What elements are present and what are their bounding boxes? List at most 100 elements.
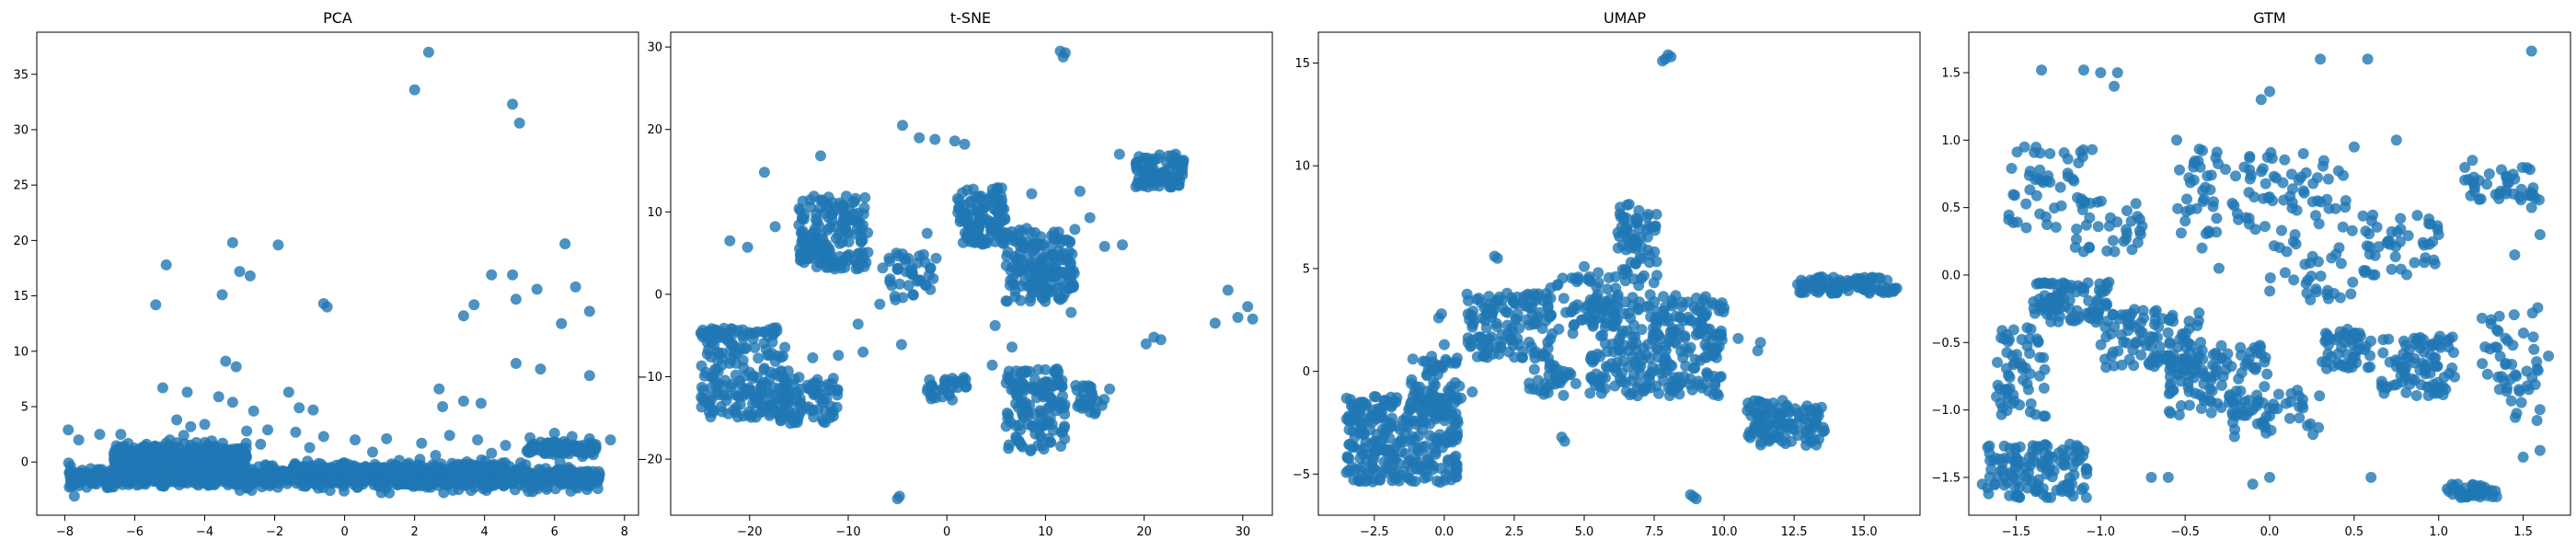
tsne-point [1054,293,1066,305]
gtm-point [2164,357,2175,368]
umap-point [1429,390,1441,402]
tsne-point [712,354,724,366]
tsne-point [1025,445,1037,457]
umap-point [1406,377,1417,389]
pca-point [226,236,238,248]
pca-point [367,446,378,458]
tsne-point [917,248,929,260]
umap-point [1777,435,1788,447]
pca-point [317,431,329,443]
pca-y-tick-label: 35 [13,68,29,82]
tsne-point [1008,235,1020,247]
pca-point [475,397,487,409]
pca-point [437,401,449,412]
pca-point [115,429,127,441]
tsne-point [1065,306,1077,318]
pca-point [207,447,219,459]
tsne-point [822,191,834,203]
gtm-point [2261,368,2273,380]
umap-point [1664,331,1676,343]
pca-point [247,467,258,479]
gtm-point [2021,322,2033,334]
gtm-point [2204,184,2216,196]
pca-point [236,445,248,457]
umap-point [1630,217,1642,229]
gtm-point [2243,187,2255,199]
tsne-point [738,329,750,341]
gtm-point [2026,475,2038,487]
pca-point [264,472,276,484]
pca-point [486,477,498,489]
tsne-point [836,236,848,248]
gtm-point [1982,442,1994,454]
umap-point [1636,272,1648,284]
umap-point [1600,372,1611,384]
gtm-point [2038,382,2050,394]
umap-point [1581,300,1593,312]
pca-x-tick-label: −4 [196,525,213,539]
tsne-point [794,393,806,405]
tsne-point [862,247,874,259]
pca-point [178,430,190,442]
gtm-point [2028,451,2039,463]
tsne-point [891,493,903,505]
pca-point [583,305,595,317]
pca-point [233,462,245,474]
pca-point [171,414,183,426]
gtm-point [2108,360,2120,372]
pca-point [510,293,522,305]
umap-point [1811,439,1823,451]
umap-point [1343,439,1355,451]
pca-y-tick-label: 5 [21,400,29,414]
umap-point [1658,309,1669,321]
umap-point [1403,472,1415,484]
umap-point [1612,242,1624,254]
umap-point [1494,336,1506,348]
pca-point [86,477,97,489]
tsne-point [897,120,908,132]
umap-point [1435,308,1447,320]
tsne-point [886,280,898,292]
tsne-point [807,351,819,363]
umap-y-tick-label: −5 [1293,468,1310,482]
gtm-point [2164,338,2176,350]
pca-x-tick-label: −6 [126,525,144,539]
tsne-point [718,389,730,401]
gtm-point [2241,357,2253,369]
gtm-point [2004,372,2016,384]
tsne-point [1155,334,1167,346]
pca-point [162,452,174,464]
tsne-point [724,235,736,247]
umap-point [1593,277,1604,289]
umap-point [1878,281,1890,293]
gtm-point [2205,407,2217,419]
pca-point [120,444,131,456]
pca-point [181,451,193,463]
tsne-point [696,331,708,343]
umap-point [1648,277,1660,289]
umap-point [1433,433,1445,444]
pca-x-tick-label: −8 [56,525,74,539]
tsne-point [791,417,803,428]
pca-x-tick-label: 2 [411,525,419,539]
pca-point [155,470,167,482]
pca-point [535,436,546,448]
pca-point [507,98,519,110]
pca-point [457,396,469,407]
gtm-point [2211,365,2223,377]
umap-x-tick-label: 7.5 [1645,525,1664,539]
pca-point [273,473,285,485]
gtm-point [2045,293,2057,305]
umap-point [1378,455,1390,467]
tsne-point [1165,181,1177,193]
umap-point [1664,359,1676,371]
umap-point [1695,354,1707,366]
umap-point [1799,404,1811,416]
umap-point [1420,440,1432,452]
gtm-point [2015,357,2026,369]
umap-point [1784,405,1796,417]
pca-point [374,463,385,475]
umap-point [1685,378,1696,390]
gtm-point [2047,277,2059,289]
tsne-point [925,283,937,295]
